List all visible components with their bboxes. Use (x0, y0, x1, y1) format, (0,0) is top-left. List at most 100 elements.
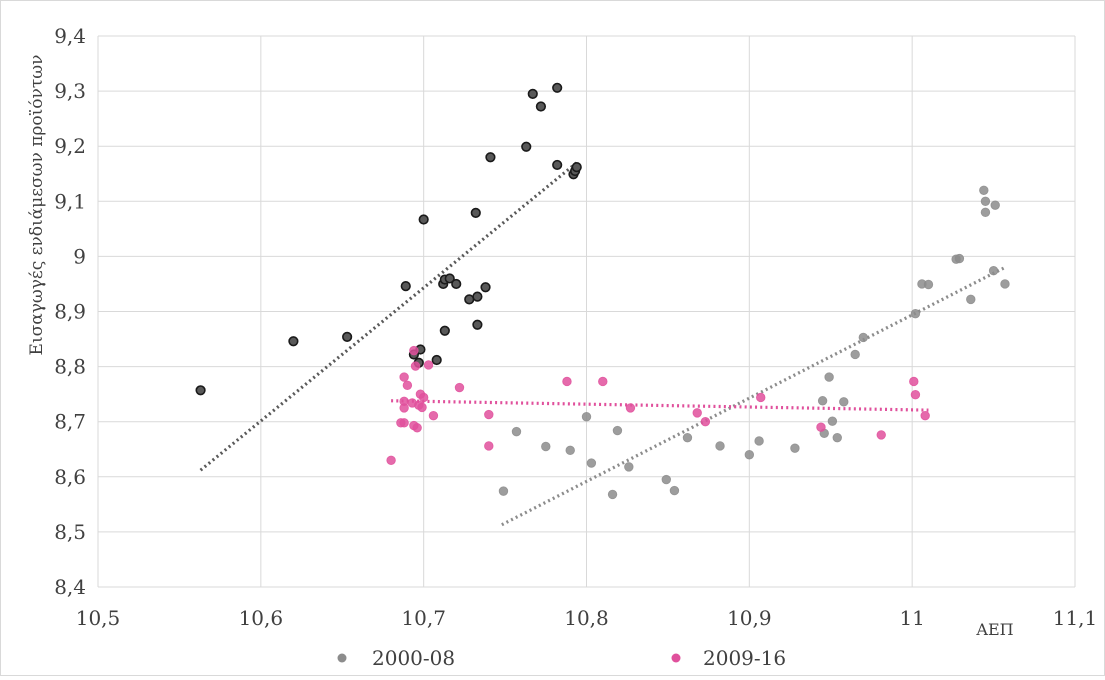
point-series-0 (418, 214, 429, 225)
legend-label-2000-08: 2000-08 (372, 646, 455, 670)
point-series-1 (744, 450, 755, 460)
point-series-2 (412, 423, 422, 433)
point-series-0 (288, 336, 299, 347)
point-series-2 (816, 422, 826, 432)
point-series-1 (581, 412, 592, 422)
y-tick-label: 9,1 (54, 189, 86, 213)
point-series-2 (386, 455, 396, 465)
point-series-2 (562, 376, 572, 387)
point-series-2 (625, 403, 636, 413)
point-series-1 (827, 416, 838, 426)
x-tick-label: 11 (899, 606, 924, 630)
y-tick-label: 8,6 (54, 465, 86, 489)
point-series-1 (669, 485, 680, 496)
y-tick-label: 9,4 (54, 24, 86, 48)
point-series-0 (552, 82, 563, 93)
point-series-1 (817, 396, 828, 406)
point-series-1 (565, 445, 575, 456)
point-series-0 (521, 141, 532, 152)
y-tick-label: 9 (73, 244, 86, 268)
y-tick-label: 8,8 (54, 355, 86, 379)
point-series-1 (980, 196, 991, 207)
x-tick-label: 10,6 (239, 606, 284, 630)
y-tick-label: 8,5 (54, 520, 86, 544)
point-series-0 (485, 152, 496, 163)
point-series-1 (980, 207, 991, 218)
point-series-0 (451, 278, 462, 290)
point-series-1 (754, 436, 764, 446)
point-series-0 (480, 282, 491, 293)
data-points (195, 82, 1010, 500)
point-series-2 (428, 410, 439, 421)
point-series-2 (418, 392, 429, 403)
point-series-2 (909, 376, 919, 387)
point-series-1 (979, 185, 989, 195)
point-series-2 (910, 390, 921, 400)
legend: 2000-08 2009-16 (337, 646, 786, 670)
x-tick-label: 10,5 (76, 606, 121, 630)
point-series-0 (400, 281, 411, 292)
point-series-2 (399, 403, 409, 413)
x-axis-label: ΑΕΠ (975, 620, 1013, 639)
y-tick-label: 8,7 (54, 410, 86, 434)
point-series-1 (586, 458, 597, 468)
x-tick-label: 10,9 (727, 606, 772, 630)
point-series-1 (923, 279, 934, 290)
point-series-1 (858, 332, 869, 343)
y-tick-label: 9,3 (54, 79, 86, 103)
point-series-1 (790, 443, 800, 453)
y-axis-ticks: 8,4 8,5 8,6 8,7 8,8 8,9 9 9,1 9,2 9,3 9,4 (54, 24, 86, 599)
point-series-1 (1000, 279, 1010, 289)
point-series-0 (342, 331, 353, 342)
point-series-2 (410, 361, 421, 371)
point-series-2 (409, 345, 419, 356)
point-series-1 (954, 253, 965, 264)
point-series-2 (484, 441, 494, 451)
point-series-1 (682, 432, 693, 443)
point-series-2 (402, 380, 413, 391)
point-series-1 (988, 266, 999, 276)
point-series-1 (612, 425, 623, 436)
x-axis-ticks: 10,5 10,6 10,7 10,8 10,9 11 11,1 (76, 606, 1098, 630)
point-series-1 (511, 426, 522, 437)
point-series-2 (876, 430, 886, 440)
point-series-2 (920, 410, 930, 421)
point-series-0 (552, 159, 563, 171)
legend-label-2009-16: 2009-16 (703, 646, 786, 670)
point-series-1 (541, 441, 551, 452)
point-series-1 (990, 200, 1000, 210)
point-series-1 (661, 474, 671, 485)
y-tick-label: 8,9 (54, 300, 86, 324)
y-axis-label: Εισαγωγές ενδιάμεσων προϊόντων (27, 55, 47, 356)
point-series-2 (423, 360, 434, 370)
x-tick-label: 10,7 (401, 606, 446, 630)
y-tick-label: 8,4 (54, 575, 86, 599)
point-series-1 (824, 372, 834, 382)
point-series-0 (431, 354, 442, 366)
y-tick-label: 9,2 (54, 134, 86, 158)
point-series-0 (571, 162, 582, 173)
point-series-1 (715, 441, 725, 451)
point-series-0 (439, 325, 450, 336)
point-series-0 (535, 101, 547, 112)
point-series-1 (910, 309, 921, 319)
x-tick-label: 11,1 (1053, 606, 1098, 630)
point-series-0 (195, 385, 206, 396)
point-series-1 (966, 294, 976, 305)
point-series-1 (624, 462, 634, 472)
point-series-0 (464, 294, 475, 305)
point-series-2 (700, 417, 711, 427)
point-series-1 (850, 349, 860, 360)
point-series-2 (454, 382, 465, 393)
point-series-2 (756, 392, 766, 403)
point-series-2 (484, 409, 494, 420)
point-series-0 (444, 273, 455, 284)
point-series-0 (470, 207, 481, 218)
point-series-0 (472, 319, 483, 330)
point-series-2 (399, 372, 409, 382)
x-tick-label: 10,8 (564, 606, 609, 630)
point-series-0 (472, 291, 483, 302)
